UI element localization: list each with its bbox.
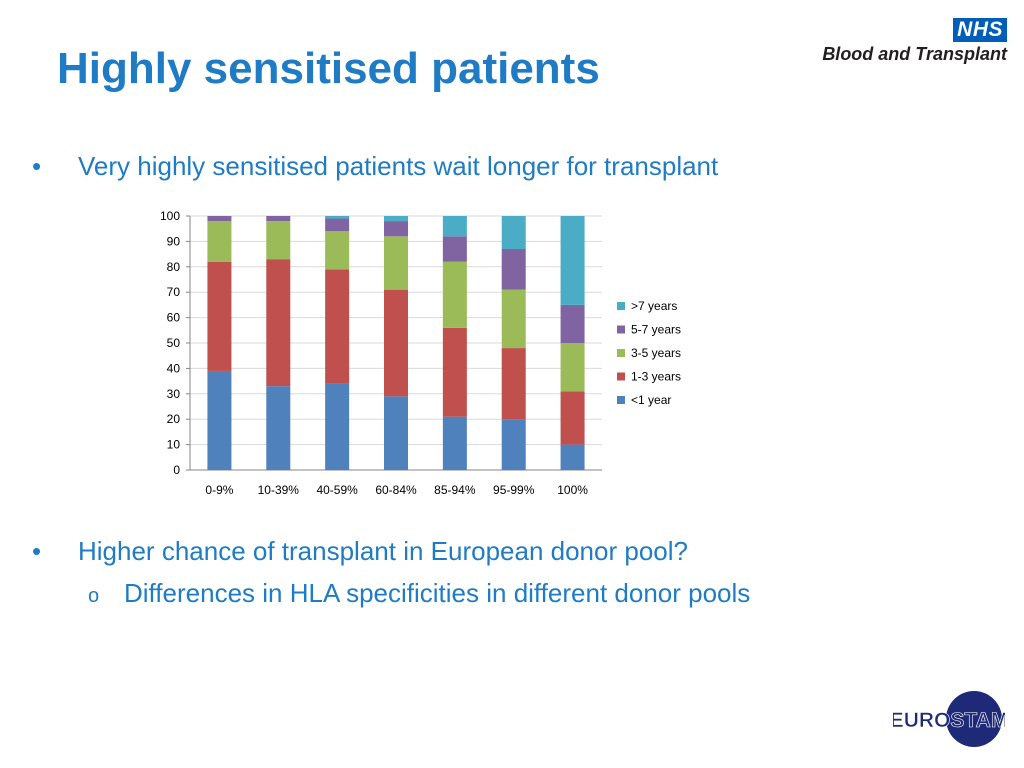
x-tick-label: 0-9%	[205, 483, 233, 497]
x-tick-label: 95-99%	[493, 483, 535, 497]
bar-segment	[560, 343, 585, 392]
bar-segment	[560, 391, 585, 445]
nhs-org-name: Blood and Transplant	[822, 44, 1007, 64]
nhs-badge: NHS	[953, 18, 1007, 42]
legend-label: 3-5 years	[631, 346, 681, 360]
y-tick-label: 10	[167, 438, 181, 452]
sub-bullet-item: o Differences in HLA specificities in dif…	[88, 578, 750, 609]
legend-label: >7 years	[631, 299, 677, 313]
bar-segment	[384, 221, 408, 237]
eurostam-wordmark: EUROSTAM	[893, 709, 1005, 732]
bar-segment	[442, 327, 467, 417]
bullet-marker: •	[32, 536, 42, 566]
bar-segment	[442, 236, 467, 262]
bar-segment	[384, 289, 408, 397]
bar-segment	[384, 396, 408, 470]
bar-segment	[325, 231, 350, 270]
bar-segment	[442, 416, 467, 470]
bar-segment	[266, 216, 291, 222]
y-tick-label: 70	[167, 285, 181, 299]
y-tick-label: 40	[167, 361, 181, 375]
bullet-text: Higher chance of transplant in European …	[78, 536, 688, 566]
x-tick-label: 60-84%	[375, 483, 417, 497]
x-tick-label: 40-59%	[316, 483, 358, 497]
bar-segment	[560, 444, 585, 470]
y-tick-label: 100	[160, 209, 180, 223]
bar-segment	[207, 221, 232, 262]
y-tick-label: 50	[167, 336, 181, 350]
bar-segment	[384, 216, 408, 222]
bar-segment	[325, 218, 350, 232]
legend-swatch	[617, 349, 625, 357]
nhs-blood-and-transplant-logo: NHS Blood and Transplant	[807, 18, 1007, 70]
legend-swatch	[617, 302, 625, 310]
sub-bullet-text: Differences in HLA specificities in diff…	[124, 578, 751, 608]
x-tick-label: 100%	[557, 483, 588, 497]
y-tick-label: 0	[173, 463, 180, 477]
bar-segment	[501, 249, 526, 290]
bullet-item: • Higher chance of transplant in European…	[32, 536, 688, 567]
bar-segment	[325, 383, 350, 470]
y-tick-label: 90	[167, 234, 181, 248]
legend-swatch	[617, 396, 625, 404]
bar-segment	[325, 216, 350, 219]
stacked-bar-chart: 0 10 20 30 40 50 60 70 80 90 100 0-9% 10-39% 40-59% 60…	[160, 209, 681, 497]
bar-segment	[384, 236, 408, 290]
bar-segment	[325, 269, 350, 384]
sub-bullet-marker: o	[88, 585, 100, 607]
legend-swatch	[617, 372, 625, 381]
x-tick-label: 85-94%	[434, 483, 476, 497]
bar-segment	[501, 216, 526, 250]
bar-segment	[501, 289, 526, 349]
bar-segment	[207, 216, 232, 222]
legend-label: 5-7 years	[631, 323, 681, 337]
bullet-marker: •	[32, 151, 42, 181]
legend-swatch	[617, 325, 625, 334]
bar-segment	[501, 419, 526, 470]
x-tick-label: 10-39%	[258, 483, 300, 497]
page-title: Highly sensitised patients	[57, 44, 600, 93]
bullet-text: Very highly sensitised patients wait lon…	[78, 151, 719, 181]
bullet-item: • Very highly sensitised patients wait lo…	[32, 151, 718, 182]
eurostam-circle	[946, 691, 1002, 747]
bar-segment	[442, 261, 467, 328]
bar-segment	[501, 348, 526, 420]
legend-label: <1 year	[631, 393, 671, 407]
bar-segment	[560, 216, 585, 305]
bar-segment	[266, 386, 291, 470]
bar-segment	[207, 370, 232, 470]
y-tick-label: 80	[167, 260, 181, 274]
y-tick-label: 60	[167, 311, 181, 325]
bar-segment	[266, 259, 291, 387]
eurostam-logo: EUROSTAM	[893, 691, 1005, 747]
y-tick-label: 20	[167, 412, 181, 426]
bar-segment	[442, 216, 467, 237]
y-tick-label: 30	[167, 387, 181, 401]
bar-segment	[207, 261, 232, 371]
bar-segment	[560, 304, 585, 343]
legend-label: 1-3 years	[631, 370, 681, 384]
bar-segment	[266, 221, 291, 260]
